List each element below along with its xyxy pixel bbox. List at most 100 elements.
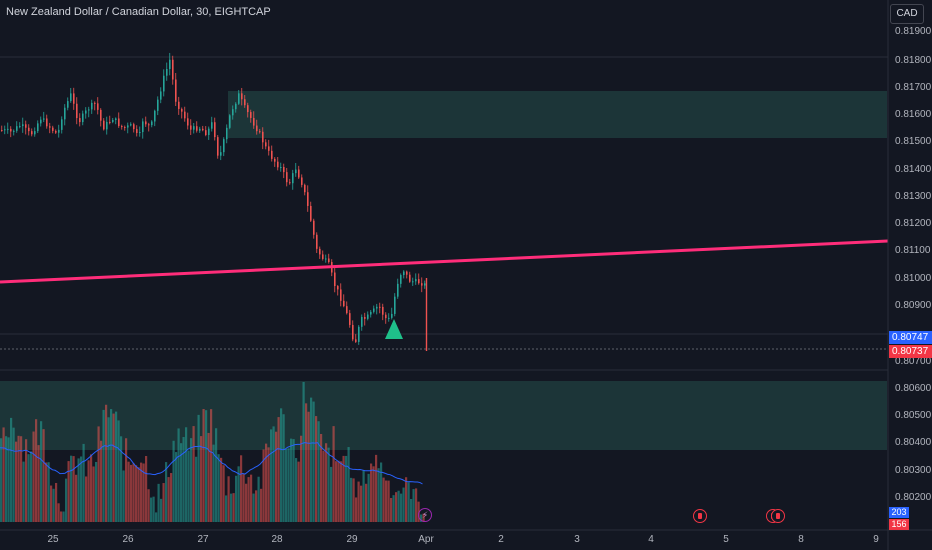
candle-body [205,130,207,136]
candle-body [46,118,48,127]
candle-body [286,172,288,183]
candle-body [268,146,270,151]
volume-bar [255,490,258,522]
volume-bar [105,404,108,522]
volume-bar [290,438,293,522]
candle-body [115,118,117,120]
candle-body [283,167,285,173]
price-axis-label: 0.80700 [895,356,932,367]
demand-zone [0,381,887,450]
candle-body [4,129,6,131]
candle-body [379,306,381,308]
volume-bar [22,461,25,522]
volume-bar [17,435,20,522]
volume-bar [357,481,360,522]
volume-bar [97,426,100,522]
flag-event-icon[interactable] [693,509,707,523]
volume-bar [192,426,195,522]
candle-body [196,126,198,131]
candle-body [58,129,60,133]
candle-body [154,110,156,122]
price-axis-label: 0.80300 [895,465,932,476]
candle-body [100,109,102,121]
candle-body [25,124,27,128]
volume-bar [130,464,133,522]
volume-bar [167,477,170,522]
candle-body [187,118,189,126]
volume-bar [85,476,88,522]
volume-bar [142,463,145,522]
volume-bar [65,478,68,522]
candle-body [310,205,312,221]
volume-bar [340,461,343,522]
currency-button[interactable]: CAD [890,4,924,24]
price-axis-label: 0.80500 [895,410,932,421]
candle-body [217,137,219,156]
flag-event-icon[interactable] [771,509,785,523]
volume-bar [10,417,13,522]
volume-bar [107,417,110,522]
candle-body [223,139,225,153]
volume-bar [2,427,5,522]
candle-body [166,68,168,76]
volume-bar [265,443,268,522]
candle-body [355,339,357,342]
candle-body [109,121,111,123]
volume-bar [415,488,418,522]
candle-body [61,119,63,130]
candle-body [145,121,147,125]
candle-body [118,118,120,126]
volume-ma-tag: 156 [889,519,909,530]
time-axis-label: 4 [648,534,654,545]
candle-body [85,110,87,114]
candle-body [163,75,165,92]
volume-bar [197,414,200,522]
candle-body [91,102,93,110]
candle-body [172,59,174,80]
candle-body [343,300,345,307]
volume-bar [227,476,230,522]
volume-bar [292,439,295,522]
volume-bar [157,483,160,522]
candle-body [70,93,72,102]
price-axis-label: 0.81300 [895,191,932,202]
volume-bar [40,421,43,522]
volume-bar [47,462,50,522]
volume-bar [55,482,58,522]
volume-bar [162,483,165,522]
candle-body [49,126,51,128]
volume-bar [147,489,150,522]
volume-bar [347,447,350,522]
volume-bar [412,489,415,522]
volume-bar [332,426,335,522]
candle-body [88,109,90,111]
volume-bar [230,493,233,522]
volume-bar [117,420,120,522]
trendline [0,239,889,284]
volume-bar [215,428,218,522]
lightning-icon[interactable]: ⚡ [418,508,432,522]
candle-body [55,130,57,133]
candle-body [328,258,330,263]
candle-body [190,125,192,130]
candle-body [250,112,252,118]
volume-bar [37,445,40,522]
candle-body [211,122,213,129]
candle-body [79,118,81,123]
volume-bar [377,468,380,522]
candle-body [232,109,234,116]
candle-body [274,158,276,162]
price-axis-label: 0.81100 [895,245,931,256]
volume-bar [120,436,123,522]
candle-body [307,192,309,206]
candle-body [130,124,132,126]
volume-bar [185,427,188,522]
candle-body [208,128,210,136]
volume-bar [190,438,193,522]
volume-bar [310,397,313,522]
candle-body [43,118,45,120]
volume-bar [267,447,270,522]
time-axis-label: 26 [122,534,134,545]
volume-bar [225,495,228,522]
